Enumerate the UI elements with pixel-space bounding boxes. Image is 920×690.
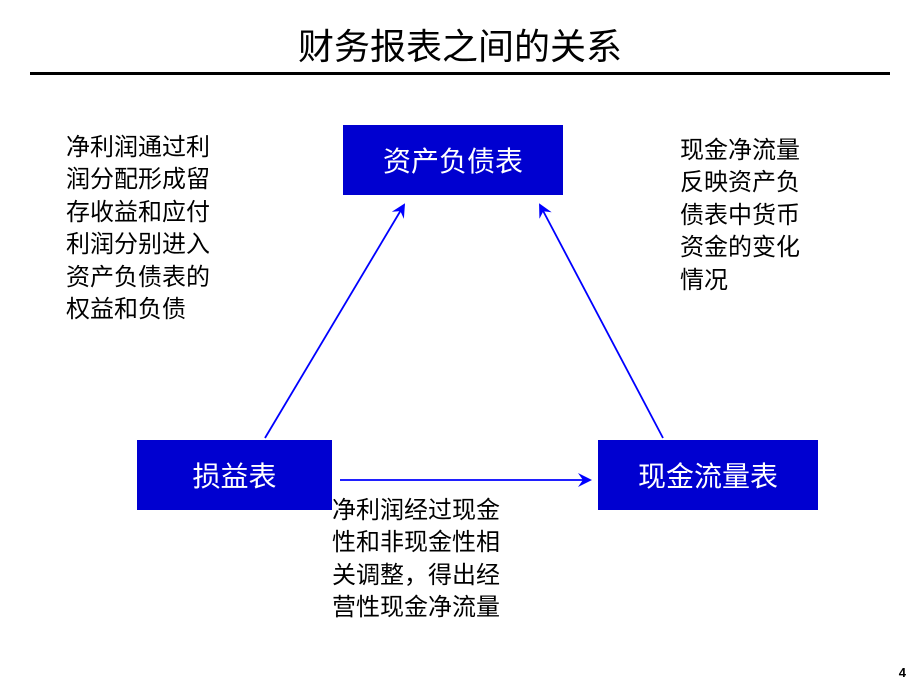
- page-title: 财务报表之间的关系: [0, 18, 920, 70]
- node-label: 损益表: [192, 455, 276, 495]
- text-bottom: 净利润经过现金性和非现金性相关调整，得出经营性现金净流量: [332, 495, 500, 625]
- node-label: 现金流量表: [638, 455, 778, 495]
- node-income-statement: 损益表: [137, 440, 332, 510]
- text-left: 净利润通过利润分配形成留存收益和应付利润分别进入资产负债表的权益和负债: [66, 132, 210, 326]
- node-balance-sheet: 资产负债表: [343, 125, 563, 195]
- node-label: 资产负债表: [383, 140, 523, 180]
- text-right: 现金净流量反映资产负债表中货币资金的变化情况: [680, 135, 800, 297]
- page-number: 4: [899, 665, 906, 680]
- title-underline: [30, 72, 890, 75]
- node-cash-flow: 现金流量表: [598, 440, 818, 510]
